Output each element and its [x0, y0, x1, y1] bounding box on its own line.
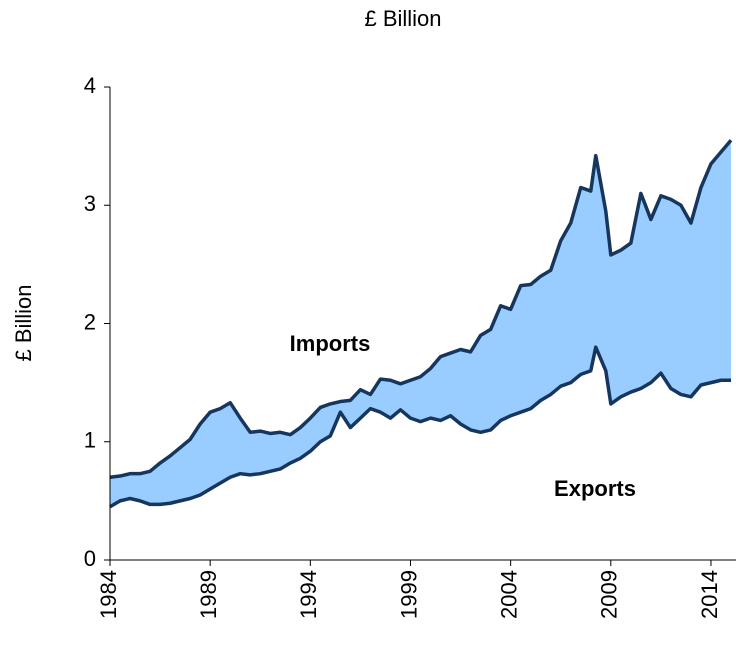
y-tick-label: 0	[84, 546, 96, 571]
series-line	[109, 139, 733, 479]
y-tick-label: 1	[84, 428, 96, 453]
x-tick-label: 1984	[96, 570, 121, 619]
y-tick-label: 4	[84, 73, 96, 98]
fill-between	[110, 140, 731, 507]
x-tick-label: 1994	[296, 570, 321, 619]
y-tick-label: 3	[84, 191, 96, 216]
chart-subtitle: £ Billion	[364, 6, 441, 31]
x-tick-label: 1999	[396, 570, 421, 619]
x-tick-label: 2014	[697, 570, 722, 619]
x-tick-label: 1989	[196, 570, 221, 619]
annotation: Exports	[554, 476, 636, 501]
x-tick-label: 2009	[597, 570, 622, 619]
x-tick-label: 2004	[496, 570, 521, 619]
annotation: Imports	[290, 331, 371, 356]
y-tick-label: 2	[84, 309, 96, 334]
series-line	[109, 345, 731, 509]
y-axis-label: £ Billion	[11, 284, 36, 361]
